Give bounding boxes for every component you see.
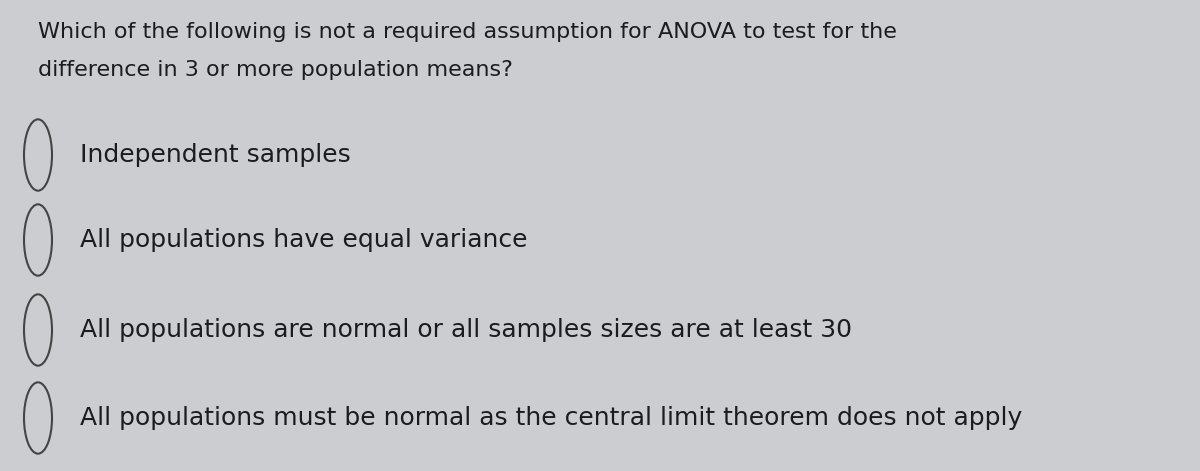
Text: Which of the following is not a required assumption for ANOVA to test for the: Which of the following is not a required… xyxy=(38,22,896,42)
Text: Independent samples: Independent samples xyxy=(80,143,350,167)
Text: difference in 3 or more population means?: difference in 3 or more population means… xyxy=(38,60,512,80)
Text: All populations are normal or all samples sizes are at least 30: All populations are normal or all sample… xyxy=(80,318,852,342)
Text: All populations have equal variance: All populations have equal variance xyxy=(80,228,528,252)
Text: All populations must be normal as the central limit theorem does not apply: All populations must be normal as the ce… xyxy=(80,406,1022,430)
